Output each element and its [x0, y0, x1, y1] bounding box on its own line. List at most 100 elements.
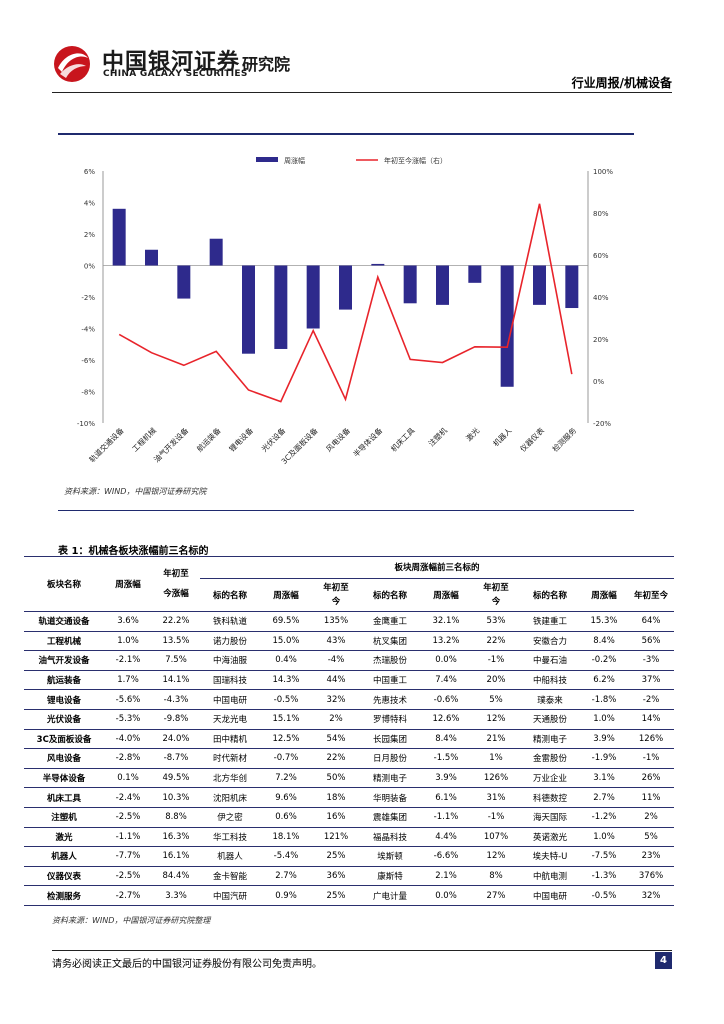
- category-label: 仪器仪表: [518, 425, 547, 454]
- left-tick-label: -6%: [81, 357, 95, 365]
- bar-mark: [533, 265, 546, 305]
- th-ytd-2-line2: 今: [491, 597, 501, 607]
- table-cell: -0.5%: [580, 885, 628, 906]
- table-title: 表 1：机械各板块涨幅前三名标的: [58, 546, 209, 557]
- table-cell: 10.3%: [152, 787, 200, 808]
- right-tick-label: 100%: [593, 168, 613, 176]
- category-label: 轨道交通设备: [87, 425, 126, 464]
- table-row: 航运装备 1.7% 14.1% 国瑞科技 14.3% 44% 中国重工 7.4% 20% 中船科技…: [24, 670, 675, 691]
- table-cell: 121%: [312, 827, 360, 848]
- sector-performance-chart: 6% 4% 2% 0% -2% -4% -6% -8% -10% 100% 80% 60% 40% 20%…: [77, 156, 613, 466]
- table-cell: 37%: [628, 670, 675, 691]
- legend-line-label: 年初至今涨幅（右）: [384, 156, 447, 165]
- left-tick-label: -8%: [81, 389, 95, 397]
- table-row: 机器人 -7.7% 16.1% 机器人 -5.4% 25% 埃斯顿 -6.6% 12% 埃夫特-U…: [24, 846, 675, 867]
- th-ytd: 年初至 今涨幅: [152, 556, 200, 612]
- table-cell: 科德数控: [520, 787, 580, 808]
- table-cell: 2%: [628, 807, 675, 828]
- table-cell: 36%: [312, 866, 360, 887]
- category-label: 机床工具: [388, 425, 417, 454]
- table-cell: 天龙光电: [200, 709, 260, 730]
- table-cell: 3.6%: [104, 611, 152, 632]
- table-cell: 精测电子: [360, 768, 420, 789]
- legend-bar-label: 周涨幅: [284, 156, 305, 165]
- table-cell: -1.8%: [580, 689, 628, 710]
- brand-institute: 研究院: [242, 55, 291, 74]
- table-cell: -0.7%: [260, 748, 312, 769]
- table-cell: 3.1%: [580, 768, 628, 789]
- category-label: 工程机械: [130, 425, 159, 454]
- sector-name-cell: 光伏设备: [24, 709, 104, 730]
- table-cell: 广电计量: [360, 885, 420, 906]
- table-cell: 0.1%: [104, 768, 152, 789]
- table-row: 光伏设备 -5.3% -9.8% 天龙光电 15.1% 2% 罗博特科 12.6% 12% 天通股…: [24, 709, 675, 730]
- table-cell: 国瑞科技: [200, 670, 260, 691]
- table-row: 油气开发设备 -2.1% 7.5% 中海油服 0.4% -4% 杰瑞股份 0.0% -1% 中曼石…: [24, 650, 675, 671]
- table-cell: 埃斯顿: [360, 846, 420, 867]
- table-cell: 5%: [628, 827, 675, 848]
- table-cell: -2.5%: [104, 807, 152, 828]
- table-row: 风电设备 -2.8% -8.7% 时代新材 -0.7% 22% 日月股份 -1.5% 1% 金雷股…: [24, 748, 675, 769]
- table-cell: -1.5%: [420, 748, 472, 769]
- table-cell: 7.4%: [420, 670, 472, 691]
- th-ytd-line2: 今涨幅: [163, 588, 189, 599]
- th-week-1: 周涨幅: [260, 578, 312, 612]
- sector-name-cell: 3C及面板设备: [24, 729, 104, 750]
- table-cell: 18.1%: [260, 827, 312, 848]
- table-cell: 0.6%: [260, 807, 312, 828]
- th-target-1: 标的名称: [200, 578, 260, 612]
- table-cell: -0.5%: [260, 689, 312, 710]
- th-ytd-2-line1: 年初至: [483, 583, 509, 593]
- th-ytd-line1: 年初至: [163, 568, 189, 579]
- table-cell: 14%: [628, 709, 675, 730]
- table-cell: 64%: [628, 611, 675, 632]
- chart-top-rule: [58, 133, 634, 135]
- sector-name-cell: 仪器仪表: [24, 866, 104, 887]
- bar-mark: [145, 249, 158, 266]
- table-cell: 中曼石油: [520, 650, 580, 671]
- bar-mark: [403, 265, 417, 304]
- table-cell: 7.5%: [152, 650, 200, 671]
- right-tick-label: 80%: [593, 210, 609, 218]
- header-divider: [52, 92, 672, 93]
- left-tick-label: 0%: [84, 263, 95, 271]
- table-cell: 中国电研: [200, 689, 260, 710]
- table-cell: 田中精机: [200, 729, 260, 750]
- disclaimer-text: 请务必阅读正文最后的中国银河证券股份有限公司免责声明。: [52, 959, 322, 970]
- table-row: 锂电设备 -5.6% -4.3% 中国电研 -0.5% 32% 先惠技术 -0.6% 5% 璞泰来…: [24, 689, 675, 710]
- chart-source-note: 资料来源：WIND，中国银河证券研究院: [64, 487, 207, 496]
- table-cell: 海天国际: [520, 807, 580, 828]
- table-cell: 16%: [312, 807, 360, 828]
- table-cell: 126%: [472, 768, 520, 789]
- table-cell: -1.3%: [580, 866, 628, 887]
- table-cell: 4.4%: [420, 827, 472, 848]
- table-cell: 2.7%: [260, 866, 312, 887]
- table-cell: 金卡智能: [200, 866, 260, 887]
- table-cell: -5.3%: [104, 709, 152, 730]
- table-cell: -1%: [628, 748, 675, 769]
- table-cell: 中国重工: [360, 670, 420, 691]
- category-label: 航运装备: [194, 425, 223, 454]
- table-cell: -7.5%: [580, 846, 628, 867]
- table-cell: 英诺激光: [520, 827, 580, 848]
- th-week-2: 周涨幅: [420, 578, 472, 612]
- table-row: 3C及面板设备 -4.0% 24.0% 田中精机 12.5% 54% 长园集团 8.4% 21%…: [24, 729, 675, 750]
- table-cell: -5.4%: [260, 846, 312, 867]
- bar-mark: [209, 238, 223, 266]
- category-label: 机器人: [491, 425, 514, 448]
- table-cell: -2.5%: [104, 866, 152, 887]
- table-cell: 伊之密: [200, 807, 260, 828]
- page-number: 4: [655, 952, 672, 969]
- table-cell: 24.0%: [152, 729, 200, 750]
- left-tick-label: -4%: [81, 326, 95, 334]
- table-cell: 12%: [472, 846, 520, 867]
- th-sector: 板块名称: [24, 556, 104, 612]
- table-cell: 1.0%: [580, 709, 628, 730]
- table-cell: -7.7%: [104, 846, 152, 867]
- table-cell: -4.0%: [104, 729, 152, 750]
- table-cell: -9.8%: [152, 709, 200, 730]
- table-source-note: 资料来源：WIND，中国银河证券研究院整理: [52, 916, 211, 925]
- sector-name-cell: 激光: [24, 827, 104, 848]
- top-stocks-table: 板块名称 周涨幅 年初至 今涨幅 板块周涨幅前三名标的 标的名称 周涨幅 年初至…: [24, 556, 675, 906]
- table-cell: -4%: [312, 650, 360, 671]
